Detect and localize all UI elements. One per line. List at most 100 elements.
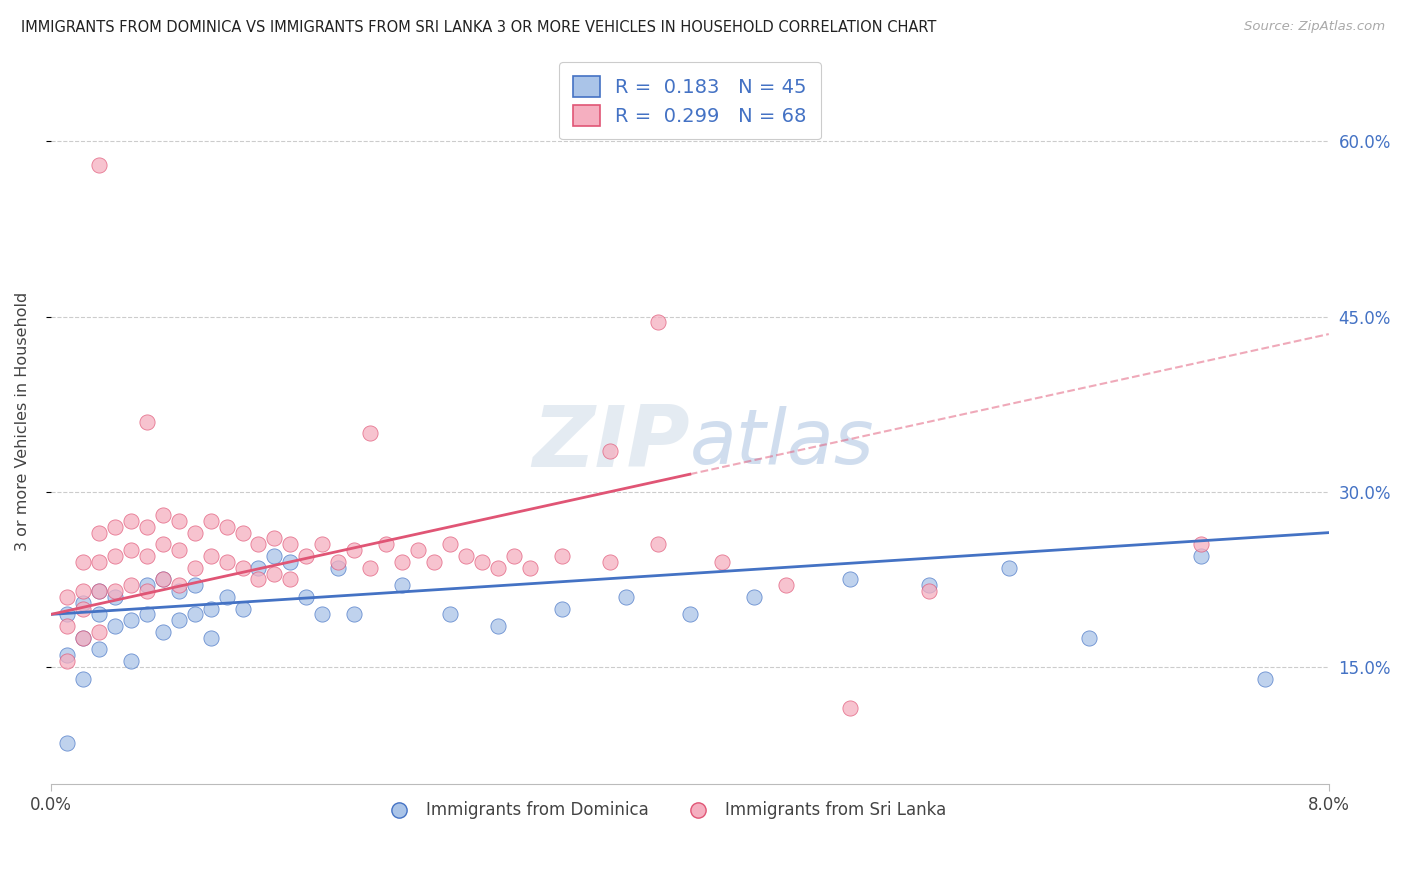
Point: [486, 619, 509, 633]
Point: [359, 560, 381, 574]
Point: [200, 631, 222, 645]
Point: [120, 578, 142, 592]
Point: [135, 415, 157, 429]
Point: [838, 701, 860, 715]
Point: [231, 525, 253, 540]
Point: [56, 648, 79, 663]
Point: [263, 566, 285, 581]
Point: [503, 549, 526, 563]
Point: [231, 560, 253, 574]
Point: [72, 584, 94, 599]
Point: [120, 514, 142, 528]
Point: [87, 624, 110, 639]
Point: [72, 672, 94, 686]
Point: [215, 590, 238, 604]
Legend: Immigrants from Dominica, Immigrants from Sri Lanka: Immigrants from Dominica, Immigrants fro…: [375, 795, 953, 826]
Point: [120, 543, 142, 558]
Point: [56, 590, 79, 604]
Point: [647, 315, 669, 329]
Point: [391, 555, 413, 569]
Point: [167, 584, 190, 599]
Point: [311, 607, 333, 622]
Point: [72, 631, 94, 645]
Point: [72, 631, 94, 645]
Text: atlas: atlas: [690, 407, 875, 481]
Point: [135, 520, 157, 534]
Point: [247, 560, 270, 574]
Point: [56, 607, 79, 622]
Point: [486, 560, 509, 574]
Point: [120, 654, 142, 668]
Point: [918, 578, 941, 592]
Point: [87, 642, 110, 657]
Point: [295, 549, 318, 563]
Point: [599, 555, 621, 569]
Point: [183, 525, 205, 540]
Point: [120, 613, 142, 627]
Point: [183, 607, 205, 622]
Point: [72, 601, 94, 615]
Point: [263, 532, 285, 546]
Point: [280, 537, 302, 551]
Point: [152, 624, 174, 639]
Point: [998, 560, 1021, 574]
Point: [135, 578, 157, 592]
Point: [1189, 537, 1212, 551]
Point: [167, 613, 190, 627]
Point: [343, 543, 366, 558]
Point: [215, 555, 238, 569]
Point: [247, 572, 270, 586]
Point: [167, 514, 190, 528]
Point: [104, 520, 127, 534]
Point: [343, 607, 366, 622]
Point: [183, 578, 205, 592]
Point: [200, 601, 222, 615]
Point: [135, 549, 157, 563]
Point: [775, 578, 797, 592]
Point: [423, 555, 446, 569]
Point: [599, 443, 621, 458]
Point: [215, 520, 238, 534]
Point: [328, 555, 350, 569]
Point: [647, 537, 669, 551]
Point: [183, 560, 205, 574]
Point: [152, 537, 174, 551]
Point: [519, 560, 541, 574]
Point: [104, 549, 127, 563]
Point: [359, 426, 381, 441]
Point: [231, 601, 253, 615]
Point: [280, 572, 302, 586]
Point: [311, 537, 333, 551]
Y-axis label: 3 or more Vehicles in Household: 3 or more Vehicles in Household: [15, 292, 30, 551]
Point: [328, 560, 350, 574]
Point: [87, 555, 110, 569]
Point: [152, 572, 174, 586]
Point: [56, 654, 79, 668]
Point: [135, 584, 157, 599]
Point: [263, 549, 285, 563]
Text: Source: ZipAtlas.com: Source: ZipAtlas.com: [1244, 20, 1385, 33]
Point: [135, 607, 157, 622]
Point: [280, 555, 302, 569]
Point: [439, 537, 461, 551]
Text: IMMIGRANTS FROM DOMINICA VS IMMIGRANTS FROM SRI LANKA 3 OR MORE VEHICLES IN HOUS: IMMIGRANTS FROM DOMINICA VS IMMIGRANTS F…: [21, 20, 936, 35]
Point: [152, 508, 174, 522]
Point: [551, 549, 574, 563]
Point: [456, 549, 478, 563]
Point: [200, 514, 222, 528]
Point: [295, 590, 318, 604]
Point: [406, 543, 429, 558]
Point: [551, 601, 574, 615]
Point: [104, 584, 127, 599]
Point: [56, 619, 79, 633]
Point: [56, 736, 79, 750]
Point: [87, 158, 110, 172]
Point: [152, 572, 174, 586]
Point: [1254, 672, 1277, 686]
Point: [679, 607, 702, 622]
Point: [614, 590, 637, 604]
Point: [710, 555, 733, 569]
Point: [72, 555, 94, 569]
Point: [471, 555, 494, 569]
Point: [167, 543, 190, 558]
